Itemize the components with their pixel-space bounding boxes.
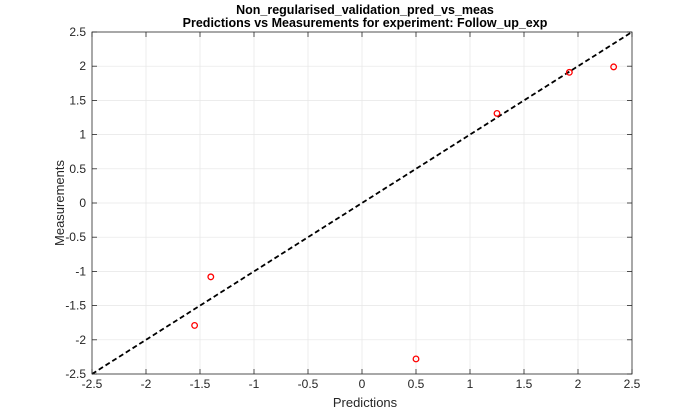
x-tick-label: -1.5 [190, 377, 211, 391]
data-point [412, 355, 420, 363]
data-point [207, 273, 215, 281]
y-tick-label: 1 [79, 128, 86, 142]
reference-line-group [91, 31, 633, 375]
x-tick-label: -2 [141, 377, 152, 391]
x-tick-label: 0 [359, 377, 366, 391]
x-tick-label: 1.5 [516, 377, 533, 391]
chart-title-line-1: Non_regularised_validation_pred_vs_meas [236, 3, 494, 17]
grid-lines [92, 32, 632, 374]
x-tick-label: 2 [575, 377, 582, 391]
data-point [565, 68, 573, 76]
y-tick-label: -1 [75, 264, 86, 278]
y-tick-label: 1.5 [69, 93, 86, 107]
data-point [493, 109, 501, 117]
x-tick-label: 0.5 [408, 377, 425, 391]
data-point [191, 321, 199, 329]
data-points [191, 63, 618, 363]
y-tick-label: 0 [79, 196, 86, 210]
reference-line [91, 31, 633, 375]
y-tick-label: -2.5 [65, 367, 86, 381]
y-axis-label: Measurements [52, 160, 67, 246]
x-tick-label: 2.5 [624, 377, 641, 391]
x-axis-ticks: -2.5 -2 -1.5 -1 -0.5 0 0.5 1 1.5 2 2.5 [82, 32, 641, 391]
y-tick-label: 2 [79, 59, 86, 73]
y-tick-label: -2 [75, 333, 86, 347]
x-tick-label: -1 [249, 377, 260, 391]
x-tick-label: -2.5 [82, 377, 103, 391]
x-tick-label: 1 [467, 377, 474, 391]
x-axis-label: Predictions [333, 395, 398, 410]
y-tick-label: -0.5 [65, 230, 86, 244]
x-tick-label: -0.5 [298, 377, 319, 391]
y-tick-label: -1.5 [65, 299, 86, 313]
data-point [610, 63, 618, 71]
y-tick-label: 0.5 [69, 162, 86, 176]
chart-title-line-2: Predictions vs Measurements for experime… [183, 16, 548, 30]
y-axis-ticks: -2.5 -2 -1.5 -1 -0.5 0 0.5 1 1.5 2 2.5 [65, 25, 632, 381]
y-tick-label: 2.5 [69, 25, 86, 39]
